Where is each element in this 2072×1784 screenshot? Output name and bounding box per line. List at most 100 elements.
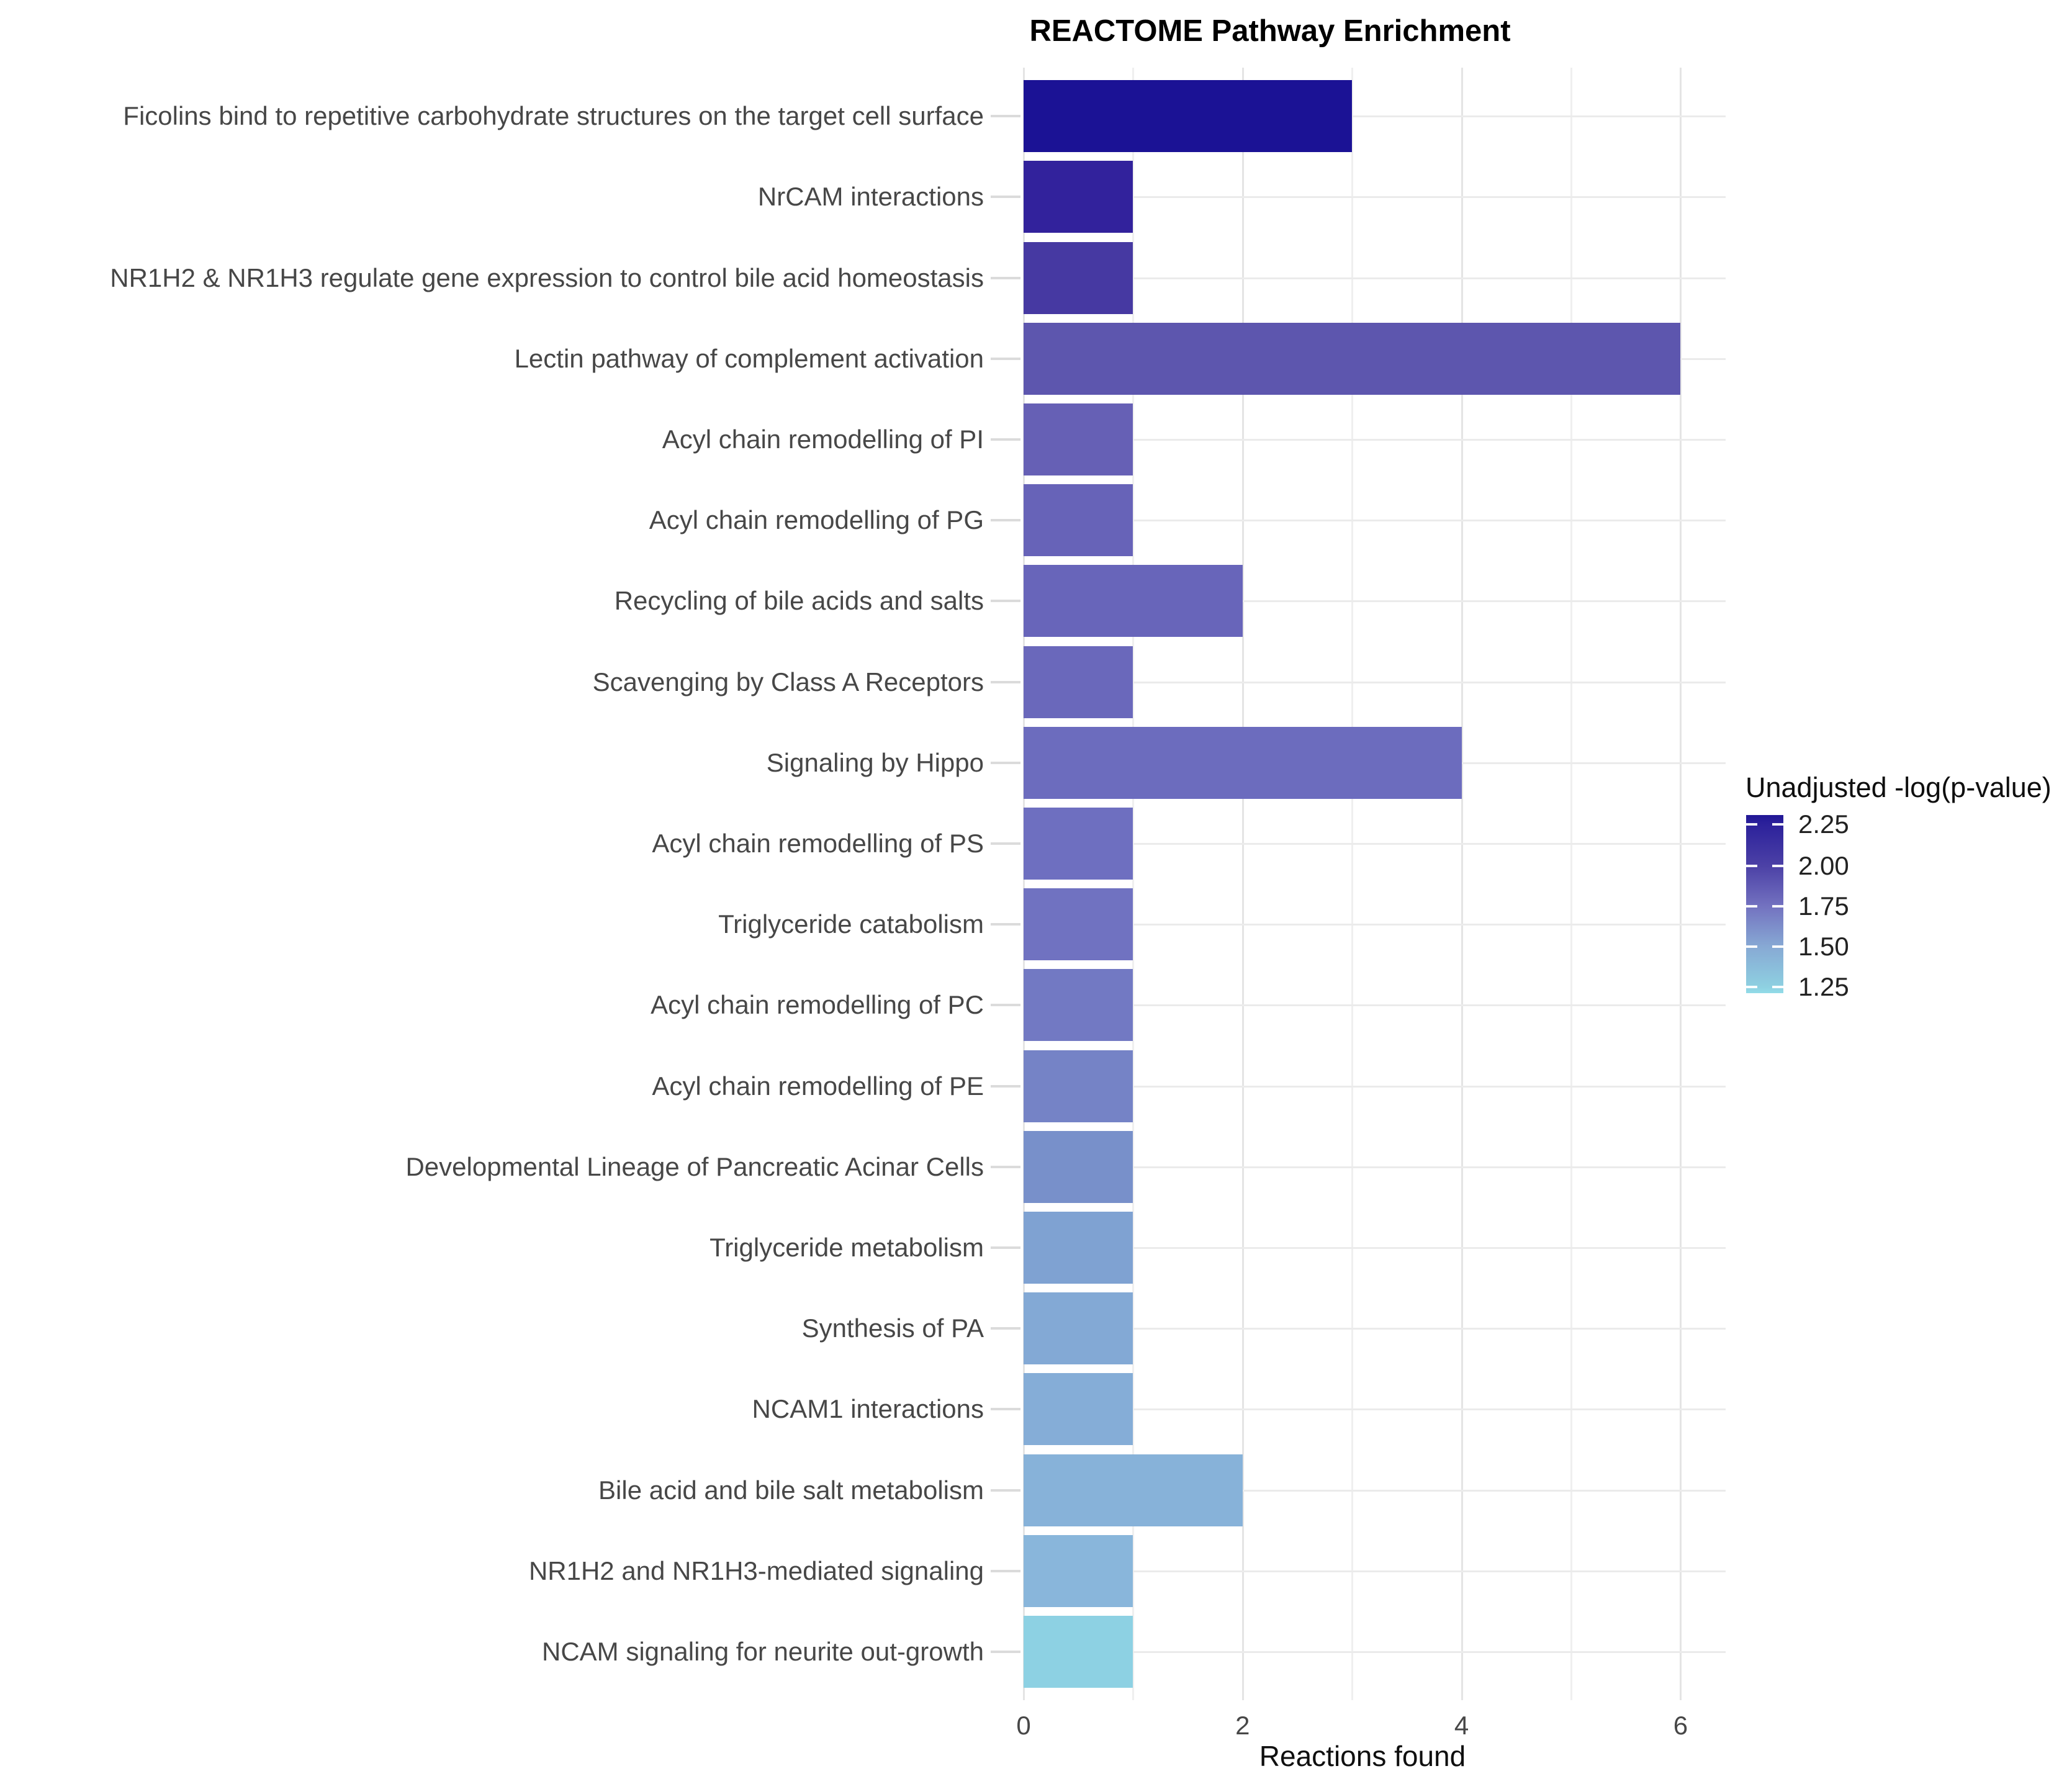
y-tick-mark: [991, 115, 1020, 118]
x-gridline-4: [1461, 68, 1463, 1700]
y-tick-mark: [991, 276, 1020, 279]
bar-18: [1024, 1454, 1243, 1526]
y-tick-mark: [991, 196, 1020, 199]
y-tick-label: Bile acid and bile salt metabolism: [598, 1475, 984, 1505]
legend-tick-label: 1.50: [1798, 932, 1849, 962]
bar-2: [1024, 161, 1133, 233]
y-gridline: [1024, 277, 1726, 279]
y-tick-mark: [991, 1650, 1020, 1653]
y-tick-label: Scavenging by Class A Receptors: [592, 667, 984, 696]
y-gridline: [1024, 196, 1726, 199]
y-gridline: [1024, 1328, 1726, 1330]
y-gridline: [1024, 1570, 1726, 1572]
y-gridline: [1024, 1408, 1726, 1411]
bar-5: [1024, 403, 1133, 475]
x-tick-label-6: 6: [1673, 1711, 1688, 1740]
legend-tick-mark-left: [1746, 822, 1757, 826]
bar-16: [1024, 1292, 1133, 1365]
legend-tick-mark-right: [1772, 904, 1783, 908]
y-gridline: [1024, 1085, 1726, 1088]
y-tick-mark: [991, 1408, 1020, 1411]
y-tick-mark: [991, 600, 1020, 603]
bar-6: [1024, 484, 1133, 557]
y-gridline: [1024, 1166, 1726, 1168]
bar-1: [1024, 80, 1353, 153]
chart-title: REACTOME Pathway Enrichment: [1029, 14, 1511, 48]
y-gridline: [1024, 1004, 1726, 1007]
y-gridline: [1024, 520, 1726, 522]
legend-tick-mark-left: [1746, 985, 1757, 988]
y-gridline: [1024, 438, 1726, 441]
legend-tick-mark-right: [1772, 985, 1783, 988]
y-gridline: [1024, 681, 1726, 683]
y-tick-label: Recycling of bile acids and salts: [614, 586, 984, 616]
legend-tick-label: 2.25: [1798, 809, 1849, 839]
x-tick-label-4: 4: [1454, 1711, 1469, 1740]
y-tick-mark: [991, 1489, 1020, 1492]
y-tick-label: Lectin pathway of complement activation: [514, 343, 984, 373]
bar-19: [1024, 1534, 1133, 1607]
y-tick-label: NCAM signaling for neurite out-growth: [542, 1636, 984, 1666]
legend-title: Unadjusted -log(p-value): [1745, 772, 2052, 803]
legend-colorbar: [1746, 815, 1783, 993]
y-tick-mark: [991, 1327, 1020, 1330]
x-gridline-3: [1351, 68, 1354, 1700]
y-tick-label: NCAM1 interactions: [752, 1394, 984, 1424]
legend-tick-mark-left: [1746, 904, 1757, 908]
x-tick-label-0: 0: [1016, 1711, 1031, 1740]
y-tick-mark: [991, 761, 1020, 764]
legend-tick-mark-right: [1772, 865, 1783, 868]
x-gridline-1: [1132, 68, 1135, 1700]
y-tick-label: NrCAM interactions: [757, 182, 984, 212]
bar-15: [1024, 1211, 1133, 1284]
legend-tick-label: 1.25: [1798, 971, 1849, 1001]
y-tick-mark: [991, 519, 1020, 522]
y-gridline: [1024, 1489, 1726, 1492]
y-gridline: [1024, 842, 1726, 845]
bar-13: [1024, 1050, 1133, 1122]
y-tick-label: NR1H2 & NR1H3 regulate gene expression t…: [110, 263, 984, 292]
x-gridline-6: [1680, 68, 1682, 1700]
legend-tick-label: 1.75: [1798, 891, 1849, 921]
x-axis-title: Reactions found: [1259, 1740, 1466, 1772]
y-tick-mark: [991, 1246, 1020, 1249]
y-tick-label: Acyl chain remodelling of PG: [649, 505, 984, 535]
x-gridline-2: [1241, 68, 1244, 1700]
legend-tick-mark-right: [1772, 945, 1783, 948]
y-tick-label: Triglyceride catabolism: [718, 909, 984, 939]
y-tick-mark: [991, 438, 1020, 441]
bar-8: [1024, 646, 1133, 718]
legend-tick-label: 2.00: [1798, 851, 1849, 881]
x-gridline-5: [1570, 68, 1572, 1700]
bar-12: [1024, 969, 1133, 1042]
y-tick-label: Signaling by Hippo: [766, 747, 984, 777]
plot-panel: [1023, 68, 1726, 1700]
y-tick-label: Triglyceride metabolism: [709, 1232, 984, 1262]
y-tick-mark: [991, 1004, 1020, 1007]
x-gridline-0: [1023, 68, 1025, 1700]
y-gridline: [1024, 1651, 1726, 1653]
bar-9: [1024, 726, 1462, 799]
y-gridline: [1024, 1246, 1726, 1249]
y-tick-mark: [991, 1084, 1020, 1088]
y-gridline: [1024, 115, 1726, 118]
y-tick-label: Ficolins bind to repetitive carbohydrate…: [123, 101, 984, 131]
y-gridline: [1024, 600, 1726, 603]
y-gridline: [1024, 924, 1726, 926]
bar-3: [1024, 241, 1133, 314]
y-tick-mark: [991, 357, 1020, 360]
y-tick-label: Acyl chain remodelling of PE: [652, 1071, 984, 1101]
bar-20: [1024, 1615, 1133, 1688]
y-tick-mark: [991, 1165, 1020, 1168]
y-tick-mark: [991, 842, 1020, 845]
y-tick-mark: [991, 923, 1020, 926]
bar-14: [1024, 1130, 1133, 1203]
y-tick-mark: [991, 1569, 1020, 1572]
bar-11: [1024, 888, 1133, 961]
y-tick-label: NR1H2 and NR1H3-mediated signaling: [528, 1556, 984, 1585]
bar-7: [1024, 565, 1243, 637]
y-tick-label: Acyl chain remodelling of PC: [651, 990, 984, 1020]
y-tick-mark: [991, 680, 1020, 683]
y-tick-label: Acyl chain remodelling of PI: [662, 424, 984, 454]
